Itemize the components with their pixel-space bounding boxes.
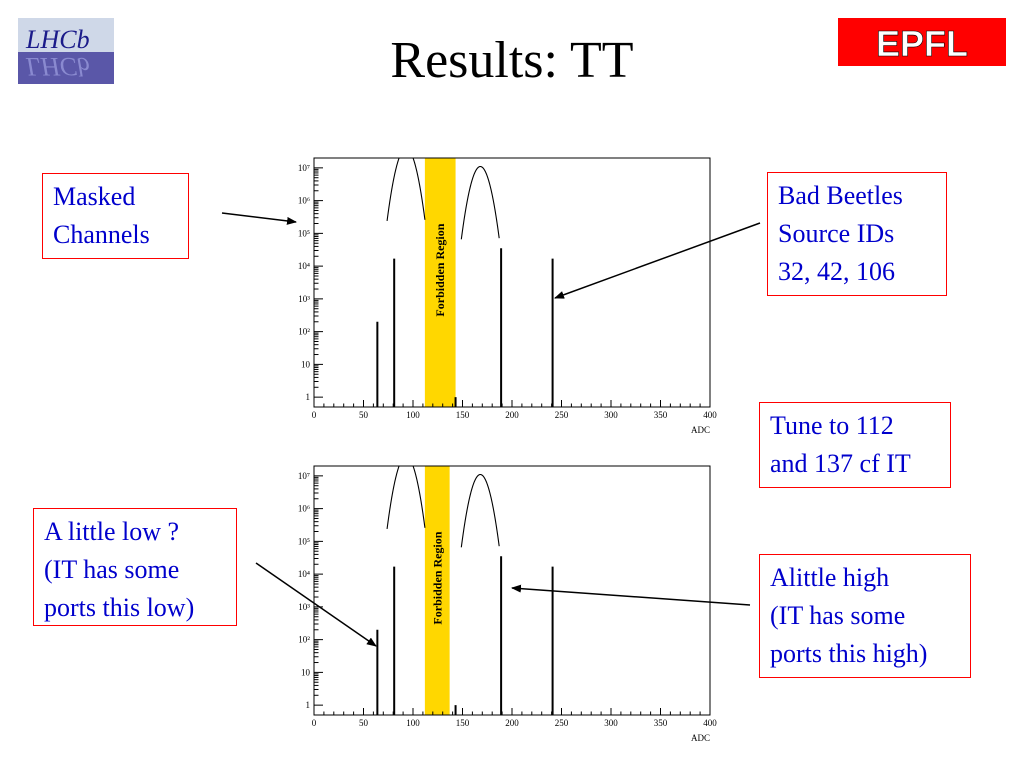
callout-line: A little low ? bbox=[44, 517, 180, 546]
callout-line: (IT has some bbox=[44, 555, 180, 584]
callout-line: Masked bbox=[53, 182, 136, 211]
callout-tune: Tune to 112 and 137 cf IT bbox=[759, 402, 951, 488]
x-tick-label: 250 bbox=[555, 410, 569, 420]
callout-line: ports this low) bbox=[44, 593, 195, 622]
epfl-logo-text: EPFL bbox=[876, 23, 968, 64]
y-tick-label: 1 bbox=[306, 700, 311, 710]
x-tick-label: 300 bbox=[604, 410, 618, 420]
x-tick-label: 400 bbox=[703, 410, 717, 420]
x-tick-label: 150 bbox=[456, 718, 470, 728]
callout-line: (IT has some bbox=[770, 601, 906, 630]
adc-peak-curve bbox=[460, 473, 500, 548]
y-tick-label: 10⁶ bbox=[298, 504, 310, 514]
forbidden-region-label: Forbidden Region bbox=[433, 223, 447, 316]
lhcb-logo-text: LHCb bbox=[25, 25, 90, 54]
callout-bad-beetles: Bad Beetles Source IDs 32, 42, 106 bbox=[767, 172, 947, 296]
callout-line: 32, 42, 106 bbox=[778, 257, 895, 286]
x-tick-label: 350 bbox=[654, 718, 668, 728]
y-tick-label: 10⁶ bbox=[298, 196, 310, 206]
callout-line: and 137 cf IT bbox=[770, 449, 911, 478]
callout-little-high: Alittle high (IT has some ports this hig… bbox=[759, 554, 971, 678]
y-tick-label: 10⁴ bbox=[298, 261, 310, 271]
y-tick-label: 10³ bbox=[298, 602, 310, 612]
callout-line: Tune to 112 bbox=[770, 411, 894, 440]
x-tick-label: 100 bbox=[406, 718, 420, 728]
lhcb-logo-reflection: LHCb bbox=[25, 52, 90, 81]
forbidden-region-band bbox=[424, 466, 450, 715]
x-tick-label: 200 bbox=[505, 410, 519, 420]
y-tick-label: 10³ bbox=[298, 294, 310, 304]
arrow-masked-channels bbox=[221, 212, 297, 225]
x-axis-label: ADC bbox=[691, 425, 710, 435]
adc-histogram-top: 0 50 100 150 200 250 300 350 400 1 10 10² 10³ 10⁴ 10⁵… bbox=[298, 157, 717, 435]
callout-line: Channels bbox=[53, 220, 150, 249]
x-tick-label: 50 bbox=[359, 718, 369, 728]
y-tick-label: 1 bbox=[306, 392, 311, 402]
callout-masked-channels: Masked Channels bbox=[42, 173, 189, 259]
x-axis-label: ADC bbox=[691, 733, 710, 743]
x-tick-label: 350 bbox=[654, 410, 668, 420]
epfl-logo: EPFL bbox=[838, 18, 1006, 66]
slide-title: Results: TT bbox=[390, 32, 634, 89]
y-tick-label: 10 bbox=[301, 667, 311, 677]
x-tick-label: 150 bbox=[456, 410, 470, 420]
epfl-logo-background bbox=[838, 18, 1006, 66]
x-tick-label: 300 bbox=[604, 718, 618, 728]
x-tick-label: 250 bbox=[555, 718, 569, 728]
callout-line: Source IDs bbox=[778, 219, 895, 248]
y-tick-label: 10⁴ bbox=[298, 569, 310, 579]
callout-line: Bad Beetles bbox=[778, 181, 903, 210]
y-tick-label: 10² bbox=[298, 635, 310, 645]
arrow-little-high bbox=[511, 584, 751, 606]
adc-peak-curve bbox=[460, 165, 500, 240]
y-tick-label: 10² bbox=[298, 327, 310, 337]
arrow-bad-beetles bbox=[554, 222, 761, 299]
callout-line: ports this high) bbox=[770, 639, 928, 668]
y-tick-label: 10⁷ bbox=[298, 163, 310, 173]
callout-little-low: A little low ? (IT has some ports this l… bbox=[33, 508, 237, 626]
adc-histogram-bottom: 0 50 100 150 200 250 300 350 400 1 10 10² 10³ 10⁴ 10⁵… bbox=[298, 465, 717, 743]
lhcb-logo: LHCb LHCb bbox=[18, 18, 114, 84]
x-tick-label: 50 bbox=[359, 410, 369, 420]
x-tick-label: 200 bbox=[505, 718, 519, 728]
y-tick-label: 10⁷ bbox=[298, 471, 310, 481]
callout-line: Alittle high bbox=[770, 563, 890, 592]
x-tick-label: 0 bbox=[312, 410, 317, 420]
x-tick-label: 400 bbox=[703, 718, 717, 728]
y-tick-label: 10⁵ bbox=[298, 536, 310, 546]
arrow-little-low bbox=[255, 562, 377, 647]
y-tick-label: 10 bbox=[301, 359, 311, 369]
x-tick-label: 100 bbox=[406, 410, 420, 420]
y-tick-label: 10⁵ bbox=[298, 228, 310, 238]
forbidden-region-band bbox=[424, 158, 456, 407]
forbidden-region-label: Forbidden Region bbox=[430, 531, 444, 624]
x-tick-label: 0 bbox=[312, 718, 317, 728]
